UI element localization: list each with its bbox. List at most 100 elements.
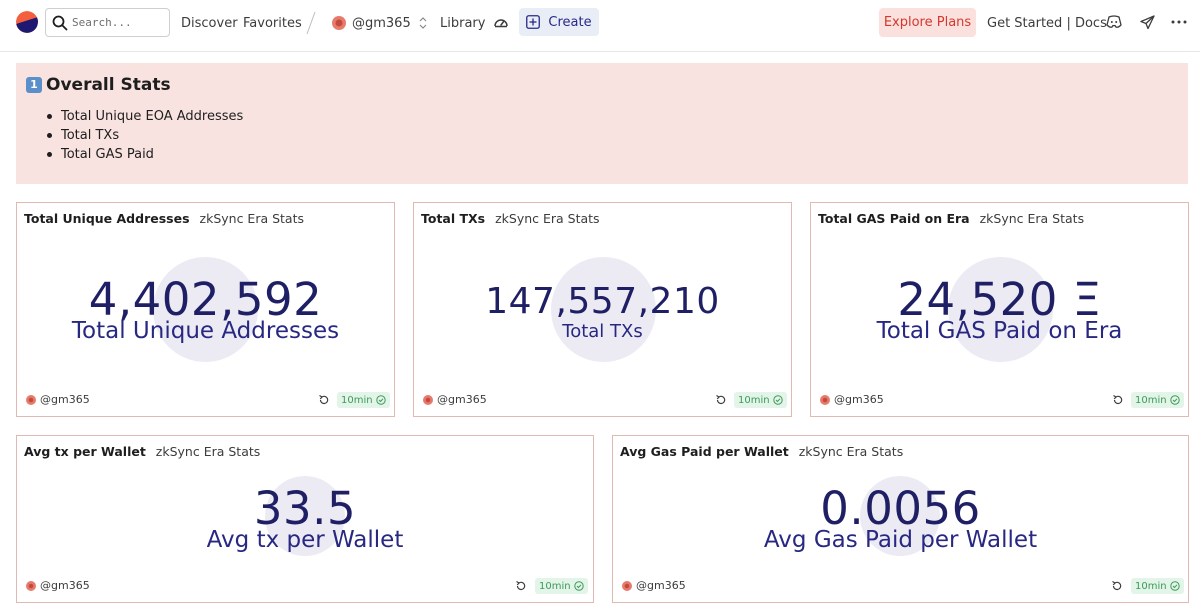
nav-divider (306, 11, 316, 35)
card-header: Total GAS Paid on Era zkSync Era Stats (818, 211, 1084, 226)
decorative-circle (265, 476, 345, 556)
refresh-interval-badge[interactable]: 10min (535, 578, 588, 594)
create-button-label: Create (548, 14, 592, 30)
refresh-interval-label: 10min (1135, 580, 1167, 592)
get-started-docs-link[interactable]: Get Started | Docs (987, 15, 1107, 31)
card-title[interactable]: Avg Gas Paid per Wallet (620, 444, 789, 459)
refresh-interval-label: 10min (738, 394, 770, 406)
card-title[interactable]: Total GAS Paid on Era (818, 211, 970, 226)
card-author[interactable]: @gm365 (423, 393, 487, 406)
counter-card-avg-tx-per-wallet[interactable]: Avg tx per Wallet zkSync Era Stats 33.5 … (16, 435, 594, 603)
search-box[interactable] (45, 8, 170, 37)
author-handle: @gm365 (636, 579, 686, 592)
decorative-circle (860, 476, 940, 556)
plus-square-icon (526, 15, 541, 29)
chevron-updown-icon (419, 17, 427, 29)
create-button[interactable]: Create (519, 8, 599, 36)
counter-label: Total GAS Paid on Era (876, 318, 1123, 344)
overall-stats-heading: 1 Overall Stats (26, 75, 171, 95)
dashboard-gauge-icon[interactable] (491, 12, 511, 32)
overall-stats-title: Overall Stats (46, 75, 171, 95)
check-circle-icon (573, 581, 584, 591)
counter-value: 0.0056 (820, 482, 981, 535)
search-input[interactable] (72, 16, 162, 29)
user-handle: @gm365 (352, 15, 411, 31)
card-author[interactable]: @gm365 (26, 393, 90, 406)
list-item: Total GAS Paid (46, 145, 243, 164)
refresh-icon[interactable] (514, 579, 528, 593)
keycap-one-icon: 1 (26, 77, 42, 93)
card-title[interactable]: Total TXs (421, 211, 486, 226)
refresh-icon[interactable] (317, 393, 331, 407)
nav-discover-link[interactable]: Discover (181, 15, 238, 31)
card-header: Avg tx per Wallet zkSync Era Stats (24, 444, 260, 459)
card-author[interactable]: @gm365 (820, 393, 884, 406)
counter-label: Avg tx per Wallet (206, 527, 404, 553)
card-subtitle[interactable]: zkSync Era Stats (155, 444, 261, 459)
refresh-interval-badge[interactable]: 10min (1131, 578, 1184, 594)
avatar (820, 394, 830, 405)
author-handle: @gm365 (40, 579, 90, 592)
card-subtitle[interactable]: zkSync Era Stats (798, 444, 904, 459)
search-icon (52, 15, 68, 30)
counter-card-avg-gas-paid-per-wallet[interactable]: Avg Gas Paid per Wallet zkSync Era Stats… (612, 435, 1189, 603)
counter-label: Avg Gas Paid per Wallet (763, 527, 1038, 553)
card-subtitle[interactable]: zkSync Era Stats (199, 211, 304, 226)
card-header: Total TXs zkSync Era Stats (421, 211, 600, 226)
refresh-icon[interactable] (1110, 579, 1124, 593)
refresh-interval-badge[interactable]: 10min (337, 392, 390, 408)
refresh-interval-label: 10min (341, 394, 373, 406)
overall-stats-text-widget: 1 Overall Stats Total Unique EOA Address… (16, 63, 1188, 184)
check-circle-icon (772, 395, 783, 405)
avatar (622, 580, 632, 591)
check-circle-icon (1169, 581, 1180, 591)
avatar (332, 16, 346, 30)
card-title[interactable]: Avg tx per Wallet (24, 444, 146, 459)
counter-value: 33.5 (253, 482, 357, 535)
refresh-interval-label: 10min (539, 580, 571, 592)
author-handle: @gm365 (834, 393, 884, 406)
counter-card-total-gas-paid[interactable]: Total GAS Paid on Era zkSync Era Stats 2… (810, 202, 1189, 417)
list-item: Total Unique EOA Addresses (46, 109, 244, 124)
counter-card-total-txs[interactable]: Total TXs zkSync Era Stats 147,557,210 T… (413, 202, 792, 417)
overall-stats-list: Total Unique EOA Addresses Total TXs Tot… (46, 107, 244, 164)
decorative-circle (551, 257, 656, 362)
top-navigation-bar: Discover Favorites @gm365 Library Create… (0, 0, 1200, 52)
card-header: Total Unique Addresses zkSync Era Stats (24, 211, 304, 226)
refresh-interval-label: 10min (1135, 394, 1167, 406)
refresh-icon[interactable] (714, 393, 728, 407)
counter-value: 24,520 Ξ (897, 273, 1102, 326)
author-handle: @gm365 (40, 393, 90, 406)
counter-value: 147,557,210 (485, 281, 720, 322)
counter-label: Total Unique Addresses (71, 318, 340, 344)
card-subtitle[interactable]: zkSync Era Stats (495, 211, 600, 226)
card-subtitle[interactable]: zkSync Era Stats (979, 211, 1085, 226)
card-author[interactable]: @gm365 (622, 579, 686, 592)
decorative-circle (948, 257, 1053, 362)
user-switcher[interactable]: @gm365 (332, 13, 429, 33)
nav-favorites-link[interactable]: Favorites (243, 15, 302, 31)
explore-plans-button[interactable]: Explore Plans (879, 8, 976, 37)
telegram-send-icon[interactable] (1137, 12, 1157, 32)
avatar (26, 394, 36, 405)
counter-value: 4,402,592 (88, 273, 323, 326)
discord-icon[interactable] (1104, 12, 1124, 32)
author-handle: @gm365 (437, 393, 487, 406)
refresh-interval-badge[interactable]: 10min (734, 392, 787, 408)
more-options-icon[interactable] (1169, 12, 1189, 32)
check-circle-icon (375, 395, 386, 405)
card-title[interactable]: Total Unique Addresses (24, 211, 190, 226)
counter-card-total-unique-addresses[interactable]: Total Unique Addresses zkSync Era Stats … (16, 202, 395, 417)
card-author[interactable]: @gm365 (26, 579, 90, 592)
nav-library-link[interactable]: Library (440, 15, 486, 31)
decorative-circle (153, 257, 258, 362)
check-circle-icon (1169, 395, 1180, 405)
card-header: Avg Gas Paid per Wallet zkSync Era Stats (620, 444, 903, 459)
refresh-interval-badge[interactable]: 10min (1131, 392, 1184, 408)
avatar (26, 580, 36, 591)
counter-label: Total TXs (562, 321, 643, 342)
dune-logo-icon[interactable] (16, 11, 38, 33)
avatar (423, 394, 433, 405)
list-item: Total TXs (46, 126, 243, 145)
refresh-icon[interactable] (1111, 393, 1125, 407)
